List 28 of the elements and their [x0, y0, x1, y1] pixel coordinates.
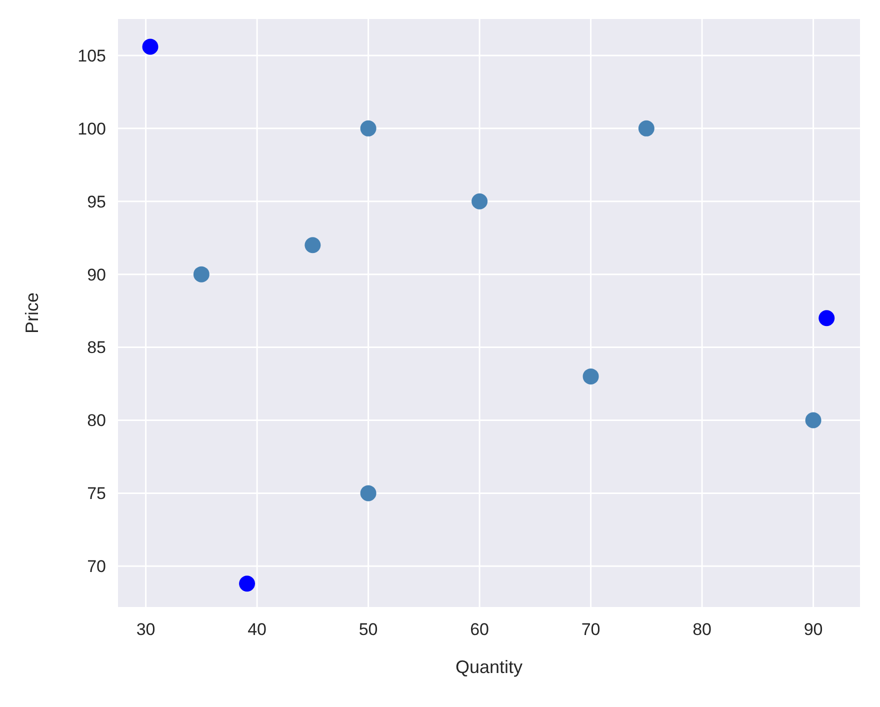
- x-tick-label: 50: [358, 620, 378, 639]
- point: [193, 266, 210, 282]
- y-tick-label: 70: [87, 557, 106, 576]
- point: [142, 38, 158, 55]
- point: [472, 193, 488, 210]
- x-tick-label: 80: [692, 620, 712, 639]
- y-tick-label: 105: [78, 46, 106, 66]
- point: [239, 576, 256, 592]
- y-tick-label: 75: [87, 484, 106, 504]
- y-tick-label: 95: [87, 192, 106, 212]
- x-tick-label: 60: [470, 620, 490, 639]
- point: [818, 310, 835, 326]
- point: [304, 237, 321, 254]
- point: [360, 485, 376, 502]
- x-tick-label: 90: [804, 620, 823, 639]
- y-tick-label: 85: [87, 338, 106, 358]
- point: [360, 120, 376, 136]
- point: [638, 120, 654, 136]
- y-axis-title: Price: [22, 292, 42, 334]
- x-tick-label: 70: [581, 620, 600, 639]
- y-tick-label: 80: [87, 411, 106, 430]
- x-tick-label: 30: [136, 620, 156, 639]
- point: [582, 368, 599, 384]
- x-tick-label: 40: [248, 620, 267, 639]
- point: [805, 412, 822, 428]
- y-tick-label: 90: [87, 265, 106, 284]
- x-axis-title: Quantity: [455, 657, 523, 677]
- y-tick-label: 100: [78, 119, 106, 138]
